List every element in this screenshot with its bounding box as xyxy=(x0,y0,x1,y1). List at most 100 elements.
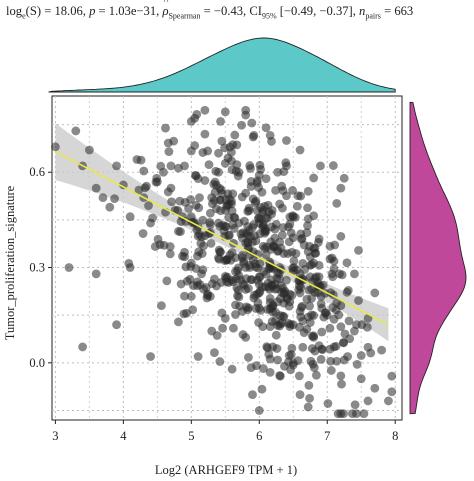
data-point xyxy=(356,351,366,360)
data-point xyxy=(272,344,282,353)
data-point xyxy=(166,161,176,171)
data-point xyxy=(299,328,309,338)
data-point xyxy=(352,360,362,369)
data-point xyxy=(354,245,363,255)
data-point xyxy=(356,374,366,384)
data-point xyxy=(71,126,81,136)
data-point xyxy=(228,220,238,230)
data-point xyxy=(124,259,134,268)
data-point xyxy=(333,409,343,419)
data-point xyxy=(134,185,144,195)
stats-rho-symbol: ρ xyxy=(162,0,168,19)
data-point xyxy=(146,352,155,361)
data-point xyxy=(105,202,115,212)
data-point xyxy=(307,260,317,270)
data-point xyxy=(350,400,360,410)
data-point xyxy=(222,255,232,265)
data-point xyxy=(138,229,148,238)
data-point xyxy=(225,142,235,152)
data-point xyxy=(91,269,101,279)
data-point xyxy=(277,203,287,213)
data-point xyxy=(359,409,369,419)
data-point xyxy=(212,331,222,340)
data-point xyxy=(64,263,74,272)
data-point xyxy=(314,260,324,270)
data-point xyxy=(186,292,196,301)
data-point xyxy=(303,186,313,196)
data-point xyxy=(193,251,202,261)
data-point xyxy=(182,308,191,318)
data-point xyxy=(260,244,270,253)
data-point xyxy=(257,384,267,394)
data-point xyxy=(285,322,295,332)
data-point xyxy=(193,352,203,361)
data-point xyxy=(317,303,327,313)
data-point xyxy=(340,329,350,339)
data-point xyxy=(243,231,253,240)
data-point xyxy=(165,242,175,251)
data-point xyxy=(366,348,376,358)
data-point xyxy=(244,353,253,362)
data-point xyxy=(203,146,213,156)
data-point xyxy=(334,310,344,320)
data-point xyxy=(236,229,246,239)
data-point xyxy=(305,394,314,403)
axes-layer: 3 4 5 6 7 8 0.0 0.3 0.6 xyxy=(29,165,398,443)
data-point xyxy=(297,234,306,244)
data-point xyxy=(214,148,223,158)
data-point xyxy=(325,323,335,333)
data-point xyxy=(237,192,247,202)
data-point xyxy=(258,322,268,332)
stats-log-base: e xyxy=(22,11,26,21)
data-point xyxy=(200,129,210,139)
top-marginal-density xyxy=(48,37,396,93)
data-point xyxy=(307,293,317,303)
data-point xyxy=(314,234,324,244)
stats-n-value: = 663 xyxy=(384,4,414,18)
data-point xyxy=(303,221,312,231)
data-point xyxy=(231,310,240,319)
data-point xyxy=(196,238,206,248)
data-point xyxy=(216,247,225,257)
data-point xyxy=(231,300,240,310)
data-point xyxy=(295,390,305,399)
data-point xyxy=(286,228,296,238)
data-point xyxy=(278,311,288,321)
x-tick-label-4: 4 xyxy=(120,429,127,443)
data-point xyxy=(192,225,202,235)
data-point xyxy=(217,136,227,146)
data-point xyxy=(224,213,234,223)
top-density-layer xyxy=(48,37,396,93)
data-point xyxy=(293,191,303,201)
data-point xyxy=(197,269,206,279)
data-point xyxy=(370,288,380,298)
data-point xyxy=(305,301,314,311)
stats-rho-sub: Spearman xyxy=(168,11,201,21)
data-point xyxy=(294,285,304,295)
x-tick-label-3: 3 xyxy=(52,429,58,443)
data-point xyxy=(261,123,271,133)
data-point xyxy=(350,269,359,279)
data-point xyxy=(247,118,257,128)
data-point xyxy=(254,183,264,192)
data-point xyxy=(280,288,289,298)
data-point xyxy=(204,160,214,170)
data-point xyxy=(288,185,297,195)
data-point xyxy=(243,305,253,315)
data-point xyxy=(304,380,314,390)
data-point xyxy=(270,233,280,243)
data-point xyxy=(249,130,259,140)
data-point xyxy=(182,276,192,286)
data-point xyxy=(200,176,210,185)
data-point xyxy=(303,402,313,412)
x-tick-label-6: 6 xyxy=(256,429,262,443)
data-point xyxy=(231,166,241,176)
stats-ci-value: [−0.49, −0.37], xyxy=(279,4,356,18)
data-point xyxy=(224,230,234,240)
data-point xyxy=(267,209,276,219)
data-point xyxy=(326,356,336,366)
data-point xyxy=(144,201,153,210)
data-point xyxy=(210,187,220,197)
data-point xyxy=(205,220,215,230)
data-point xyxy=(254,272,264,282)
